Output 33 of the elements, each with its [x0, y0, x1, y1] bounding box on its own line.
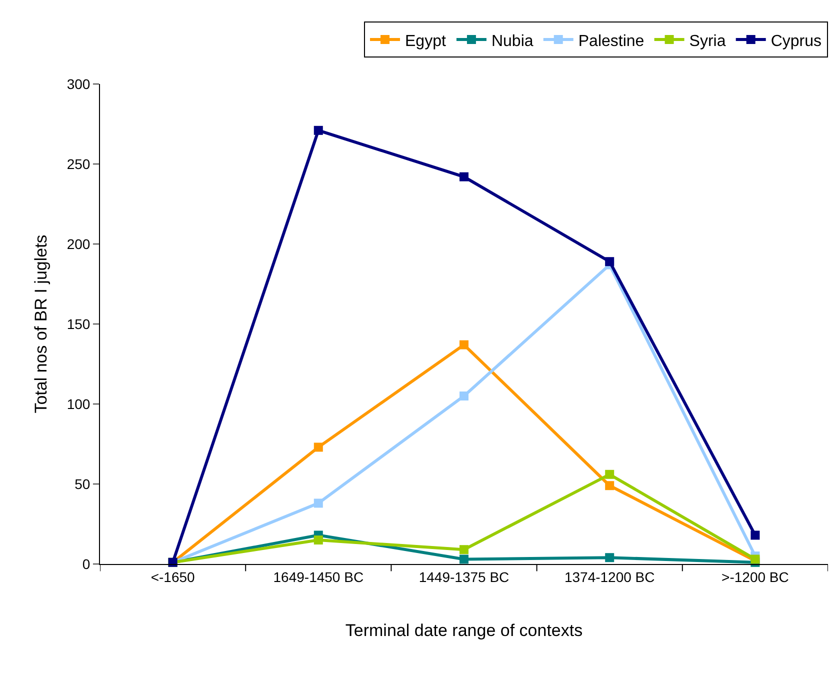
point [605, 481, 614, 490]
legend-label: Nubia [491, 32, 534, 50]
y-tick-label: 200 [66, 236, 90, 252]
y-tick-label: 50 [74, 476, 90, 492]
x-tick-label: 1449-1375 BC [418, 568, 510, 585]
y-tick-label: 150 [66, 316, 90, 332]
legend-label: Palestine [578, 32, 644, 50]
y-tick-label: 100 [66, 396, 90, 412]
x-tick-label: >-1200 BC [722, 568, 789, 585]
y-tick-label: 0 [82, 556, 90, 572]
point [605, 470, 614, 479]
legend-label: Egypt [405, 32, 446, 50]
y-tick-label: 250 [66, 156, 90, 172]
point [460, 392, 468, 400]
point [314, 536, 323, 544]
point [314, 498, 323, 508]
point [605, 553, 614, 562]
point [460, 172, 468, 182]
point [314, 126, 323, 135]
x-tick-label: 1374-1200 BC [564, 568, 655, 585]
legend-label: Syria [689, 32, 726, 50]
point [605, 257, 614, 266]
y-tick-label: 300 [66, 76, 90, 92]
point [750, 530, 760, 540]
legend-label: Cyprus [770, 32, 822, 50]
point [460, 554, 468, 564]
x-tick-label: 1649-1450 BC [273, 568, 364, 585]
x-axis-title: Terminal date range of contexts [345, 621, 583, 640]
x-tick-label: <-1650 [150, 568, 196, 585]
point [460, 545, 468, 554]
y-axis-title: Total nos of BR I juglets [31, 234, 50, 414]
point [314, 442, 323, 452]
point [460, 340, 468, 350]
